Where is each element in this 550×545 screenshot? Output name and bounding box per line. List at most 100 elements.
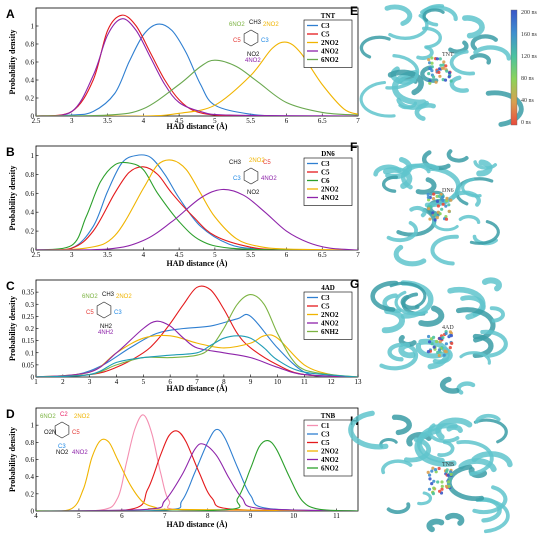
protein-ribbon (348, 410, 389, 450)
molecule-label: C2 (60, 412, 68, 418)
panel-label: E (350, 4, 358, 18)
x-tick-label: 5 (142, 378, 146, 386)
protein-ribbon (469, 53, 491, 65)
trajectory-point (440, 66, 444, 70)
legend-entry: 4NO2 (321, 456, 339, 464)
trajectory-point (428, 79, 432, 83)
benzene-ring (243, 167, 259, 185)
x-tick-label: 4 (142, 251, 146, 259)
molecule-label: 4NO2 (261, 176, 277, 182)
chart-panel-c: C1 2 3 4 5 6 7 8 9 10 11 12 1300.050.10.150.20.250.3… (6, 279, 362, 393)
trajectory-point (431, 197, 436, 201)
legend-entry: 2NO2 (321, 39, 339, 47)
colorbar-tick-label: 160 ns (521, 32, 538, 38)
protein-ribbon (435, 417, 473, 440)
trajectory-point (437, 348, 441, 352)
protein-ribbon (391, 414, 412, 436)
protein-ribbon (458, 214, 481, 224)
protein-ribbon (393, 244, 427, 267)
protein-ribbon (473, 45, 512, 61)
series-line-c5 (36, 430, 358, 511)
trajectory-point (441, 336, 445, 340)
protein-ribbon (381, 175, 398, 193)
molecule-label: NO2 (56, 450, 69, 456)
protein-ribbon (448, 40, 469, 54)
molecule-label: C3 (261, 38, 269, 44)
protein-ribbon (370, 280, 399, 312)
series-line-c6 (36, 161, 358, 250)
legend-entry: C3 (321, 22, 330, 30)
x-axis-label: HAD distance (Å) (167, 384, 228, 393)
molecule-label: 4NH2 (98, 330, 114, 336)
colorbar-gradient (510, 9, 518, 126)
protein-ribbon (481, 277, 502, 292)
molecule-label: 6NO2 (82, 294, 98, 300)
y-tick-label: 0.2 (25, 95, 34, 103)
protein-ribbon (415, 177, 437, 195)
protein-ribbon (417, 491, 433, 506)
trajectory-point (437, 466, 441, 471)
x-tick-label: 2.5 (32, 117, 41, 125)
protein-ribbon (422, 8, 445, 22)
series-line-c5 (36, 14, 358, 116)
legend-box (303, 419, 353, 477)
trajectory-point (437, 70, 441, 74)
y-tick-label: 0.8 (25, 41, 34, 49)
chart-panel-d: D 4 5 6 7 8 9 10 11 0 0.2 0.4 0.6 0.8 1 HAD distance (Å… (6, 407, 359, 529)
x-tick-label: 9 (249, 512, 253, 520)
x-tick-label: 6 (285, 251, 289, 259)
protein-ribbon (400, 163, 440, 190)
series-line-c5 (36, 166, 358, 250)
x-tick-label: 6.5 (318, 117, 327, 125)
y-tick-label: 1 (31, 23, 35, 31)
trajectory-point (441, 198, 445, 202)
trajectory-point (430, 342, 434, 346)
protein-ribbon (458, 458, 497, 473)
series-line-4no2 (36, 18, 358, 116)
trajectory-point (442, 353, 446, 357)
trajectory-point (430, 56, 434, 60)
trajectory-point (438, 489, 442, 493)
trajectory-point (448, 346, 452, 350)
trajectory-point (436, 204, 440, 208)
trajectory-point (447, 71, 452, 75)
trajectory-point (428, 477, 432, 481)
x-tick-label: 12 (328, 378, 336, 386)
trajectory-point (449, 198, 453, 202)
trajectory-point (449, 334, 453, 338)
x-tick-label: 10 (274, 378, 282, 386)
trajectory-point (444, 331, 448, 336)
colorbar-tick-label: 80 ns (521, 76, 535, 82)
protein-ribbon (470, 34, 498, 51)
x-tick-label: 5 (213, 117, 217, 125)
x-tick-label: 5.5 (246, 251, 255, 259)
protein-view-e (362, 4, 514, 129)
trajectory-point (445, 69, 449, 73)
trajectory-point (431, 492, 435, 496)
trajectory-point (427, 334, 431, 339)
trajectory-point (433, 468, 438, 472)
molecule-label: C3 (233, 176, 241, 182)
y-tick-label: 0.4 (25, 77, 34, 85)
trajectory-point (427, 58, 431, 62)
molecule-label: 6NO2 (40, 414, 56, 420)
y-tick-label: 0 (31, 508, 35, 516)
molecule-label: C5 (86, 310, 94, 316)
y-tick-label: 0.4 (25, 473, 34, 481)
ligand-label: DN6 (442, 188, 454, 194)
colorbar-tick-label: 120 ns (521, 54, 538, 60)
trajectory-point (428, 217, 432, 221)
series-line-2no2 (36, 334, 358, 377)
y-tick-label: 1 (31, 422, 35, 430)
colorbar-tick-label: 200 ns (521, 10, 538, 16)
y-tick-label: 0.35 (22, 289, 35, 297)
time-colorbar: 200 ns 160 ns 120 ns 80 ns 40 ns 0 ns (510, 9, 538, 126)
protein-ribbon (473, 418, 508, 444)
trajectory-point (439, 63, 443, 67)
